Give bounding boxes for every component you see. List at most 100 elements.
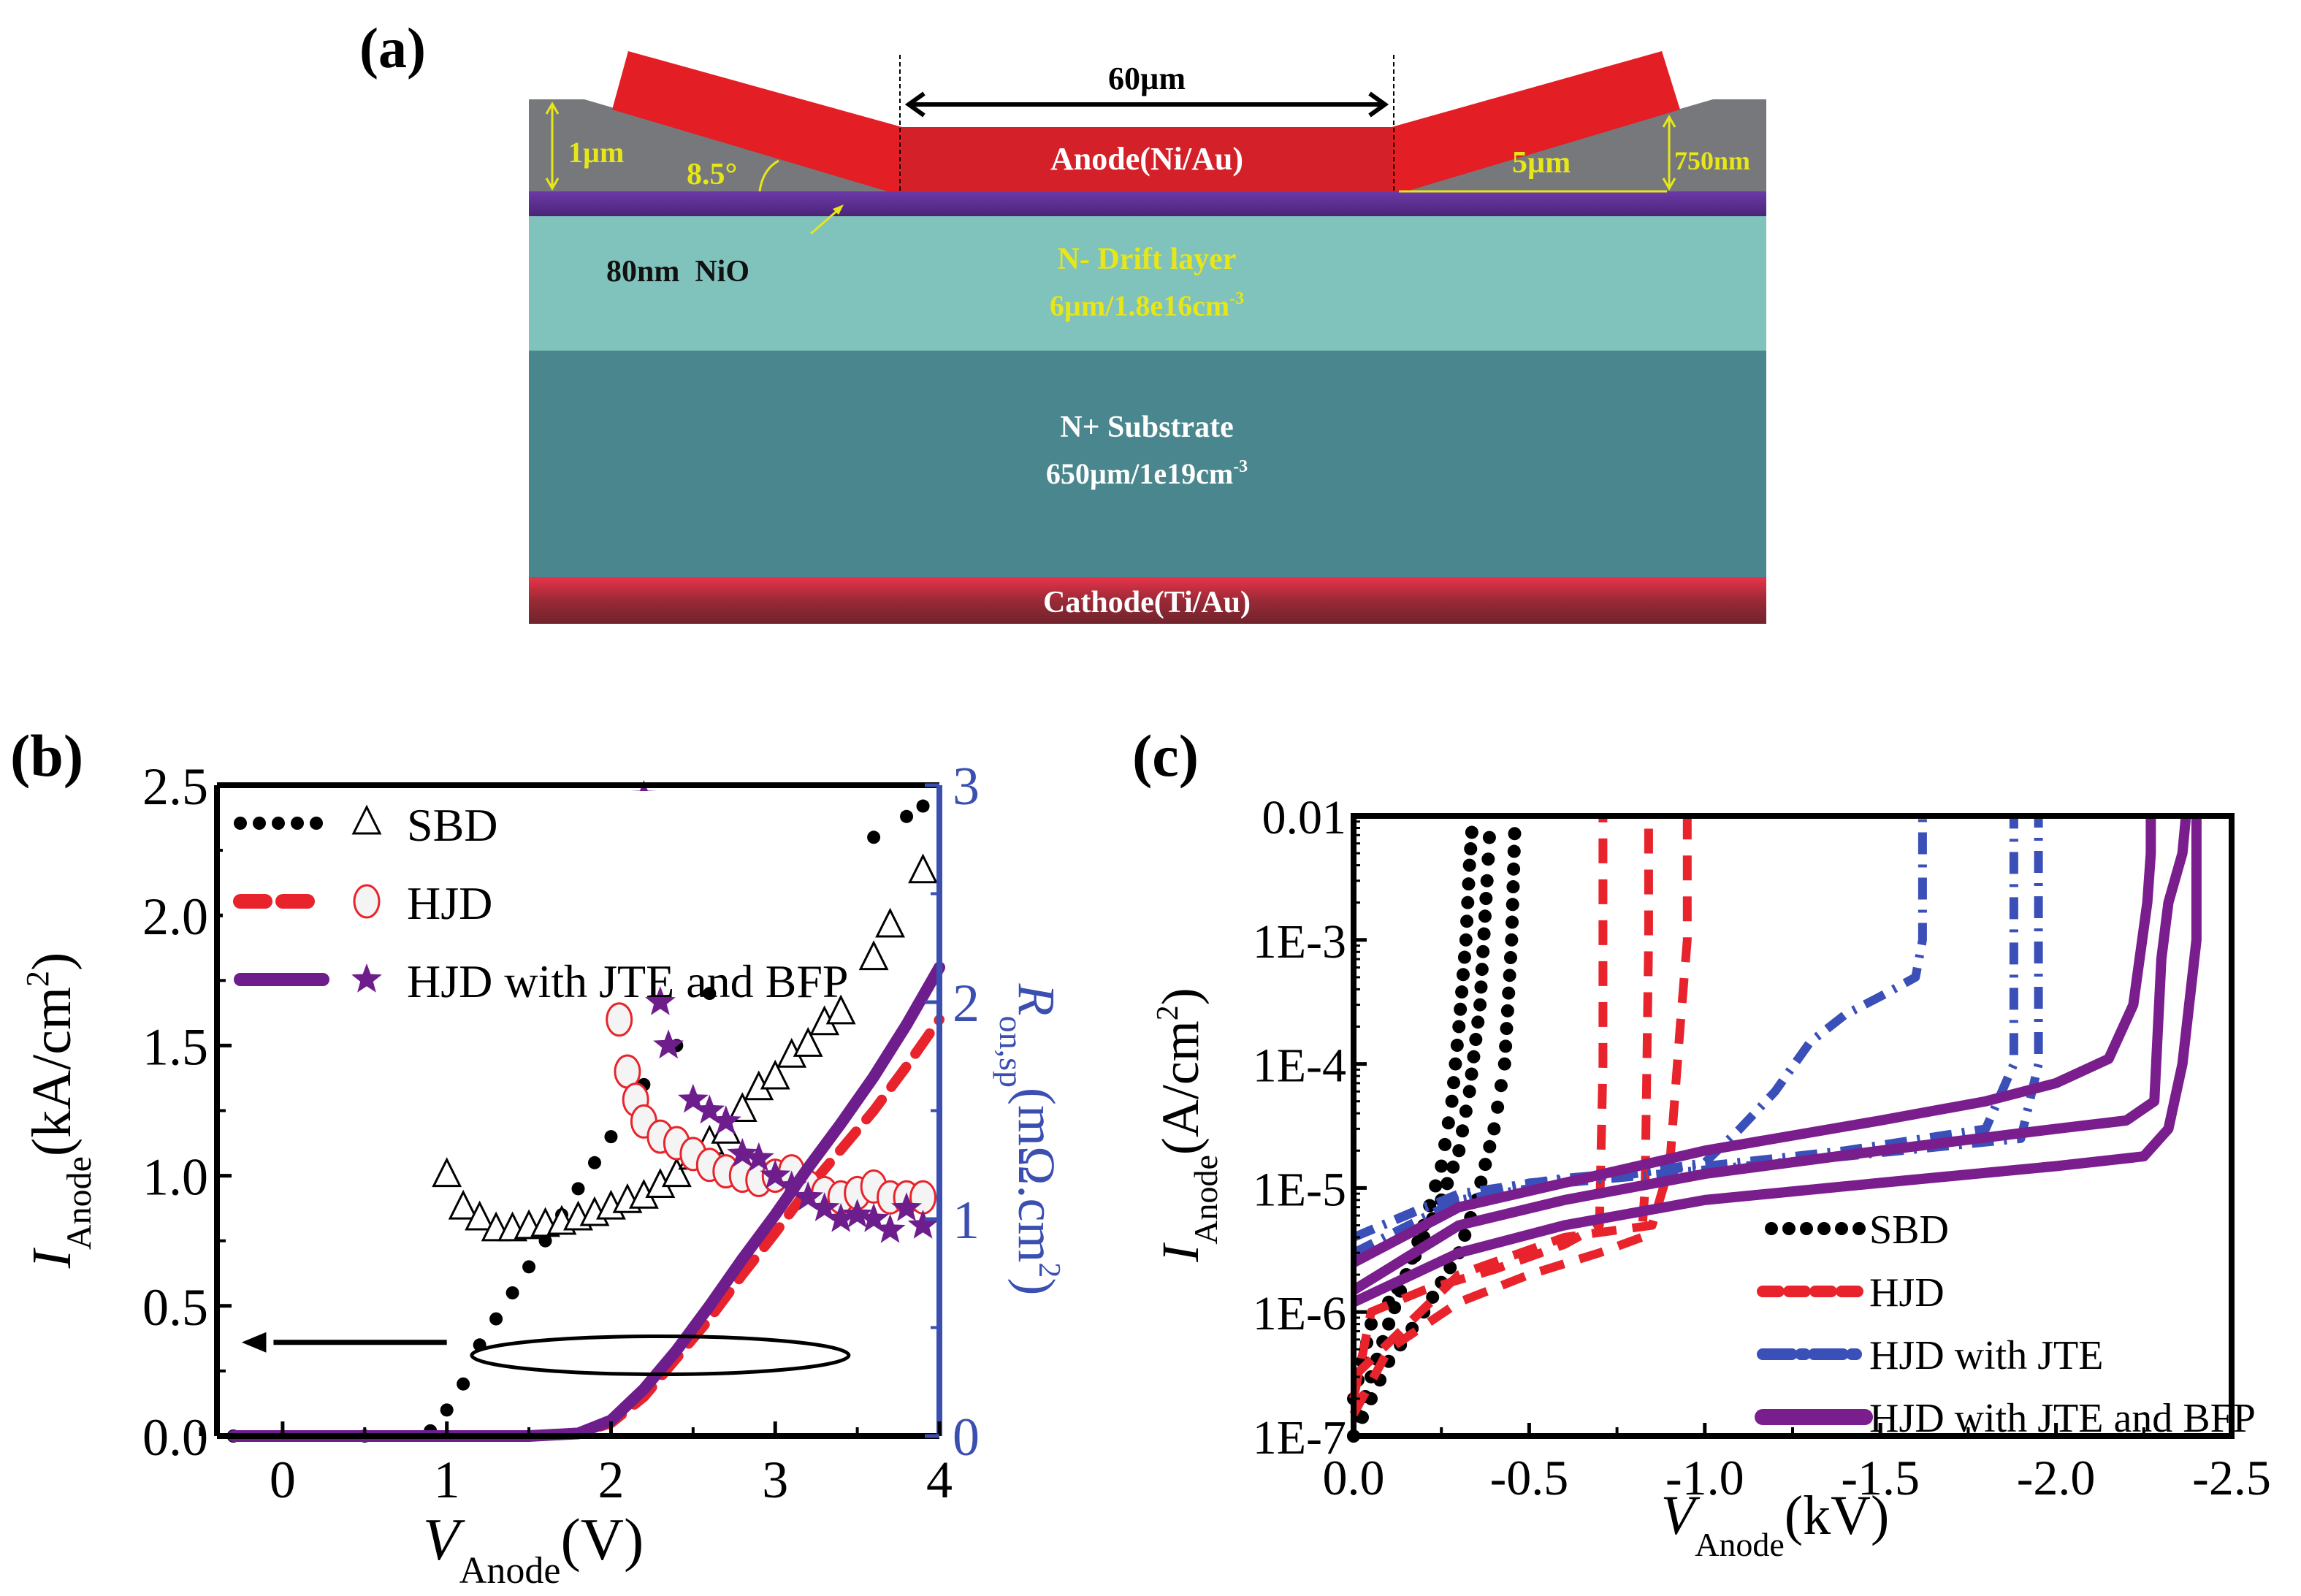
chart-b-point-sbd-current: [587, 1156, 601, 1169]
chart-b-point-sbd-current: [736, 947, 749, 961]
chart-b-legend-label: HJD: [407, 877, 492, 929]
chart-b-y2tick-label: 2: [953, 974, 980, 1034]
chart-b-marker-triangle: [776, 1037, 807, 1068]
legend-line-sample: [291, 817, 304, 830]
chart-c-point-sbd: [1351, 1373, 1365, 1387]
chart-c-point-sbd: [1467, 1050, 1481, 1064]
chart-b-y2tick-label: 1: [953, 1191, 980, 1251]
chart-b-ylabel: IAnode(kA/cm2): [20, 952, 99, 1269]
chart-b-marker-triangle: [858, 940, 889, 971]
chart-c-xlabel: VAnode(kV): [1661, 1485, 1890, 1563]
chart-c-point-sbd: [1347, 1429, 1360, 1443]
anode-left-wing: [612, 51, 902, 191]
chart-c-point-sbd: [1426, 1212, 1440, 1226]
chart-b-marker-triangle: [497, 1211, 528, 1242]
chart-b-marker-triangle: [465, 1200, 495, 1231]
chart-c-ytick-label: 1E-5: [1253, 1163, 1346, 1216]
legend-line-sample: [253, 817, 266, 830]
chart-b-marker-star: [677, 1083, 709, 1113]
chart-b-marker-star: [874, 1213, 906, 1243]
chart-c-line-hjd-with-jte: [1351, 816, 1927, 1242]
chart-b-marker-star: [760, 1159, 791, 1189]
chart-c-point-sbd: [1382, 1354, 1396, 1368]
jte-length-label: 5µm: [1512, 146, 1571, 180]
chart-b-marker-triangle: [875, 907, 905, 938]
chart-b-marker-triangle: [809, 1005, 840, 1036]
panel-label-b: (b): [10, 722, 83, 789]
chart-b-xtick-label: 2: [598, 1451, 624, 1509]
chart-c-line-hjd-with-jte-and-bfp: [1351, 815, 2191, 1295]
angle-arc: [758, 159, 779, 192]
chart-b-point-sbd-current: [522, 1260, 536, 1274]
chart-c-legend-label: HJD: [1869, 1270, 1945, 1316]
chart-b-plot-area: [226, 779, 945, 1443]
chart-c-point-sbd: [1449, 1057, 1462, 1071]
chart-c-point-sbd: [1506, 898, 1519, 912]
depth-arrow-head-bottom: [545, 177, 560, 191]
chart-b-marker-triangle: [563, 1200, 593, 1231]
chart-b-marker-star: [710, 1105, 741, 1135]
chart-b-marker-star: [891, 1192, 922, 1221]
panel-label-c: (c): [1132, 722, 1199, 789]
chart-c-point-sbd: [1447, 1076, 1461, 1090]
chart-b-marker-circle: [589, 887, 617, 922]
chart-b-marker-triangle: [432, 1157, 462, 1188]
chart-c-point-sbd: [1443, 1261, 1457, 1275]
legend-line-sample: [272, 817, 285, 830]
chart-c-xtick-label: -1.5: [1841, 1450, 1920, 1505]
width-arrow-head-left: [904, 91, 926, 118]
chart-b-xtick-label: 3: [762, 1451, 788, 1509]
chart-c-point-sbd: [1458, 1229, 1472, 1242]
nio-pointer-arrow-head: [833, 205, 844, 215]
chart-c-line-hjd-with-jte-and-bfp: [1351, 816, 2202, 1307]
depth-label: 1µm: [568, 136, 624, 169]
chart-c-point-sbd: [1426, 1290, 1440, 1304]
chart-c-point-sbd: [1500, 1022, 1514, 1036]
chart-b-ytick-label: 2.0: [142, 887, 208, 946]
chart-b-marker-triangle: [661, 1157, 692, 1188]
chart-c-point-sbd: [1356, 1410, 1370, 1424]
chart-b-y2label: Ron,sp(mΩ.cm2): [993, 983, 1066, 1296]
chart-c-point-sbd: [1507, 844, 1521, 858]
chart-c-point-sbd: [1481, 852, 1495, 866]
chart-c-point-sbd: [1452, 1246, 1466, 1260]
chart-b-point-sbd-current: [555, 1208, 569, 1222]
nio-layer: [529, 191, 1766, 216]
chart-c-point-sbd: [1438, 1137, 1452, 1151]
chart-b-marker-star: [653, 1029, 684, 1059]
chart-b-marker-star: [776, 1170, 807, 1200]
chart-c-point-sbd: [1470, 1193, 1484, 1207]
chart-c-legend-item: HJD: [1757, 1270, 1945, 1316]
chart-b-marker-star: [645, 986, 676, 1015]
legend-line-sample: [1800, 1222, 1813, 1235]
chart-c-point-sbd: [1373, 1373, 1387, 1387]
chart-b-marker-star: [793, 1181, 824, 1211]
chart-b-marker-triangle: [645, 1168, 676, 1198]
chart-b-marker-circle: [728, 1158, 756, 1194]
chart-b-marker-circle: [622, 1083, 649, 1118]
chart-b-y2tick-label: 3: [953, 757, 980, 817]
chart-c-point-sbd: [1473, 998, 1487, 1012]
chart-c-legend-label: HJD with JTE and BFP: [1869, 1396, 2256, 1441]
legend-line-sample: [1852, 1222, 1866, 1235]
chart-b-marker-circle: [860, 1169, 888, 1204]
chart-b-point-sbd-current: [670, 1039, 684, 1053]
chart-b-marker-circle: [761, 1158, 789, 1194]
chart-c-point-sbd: [1411, 1235, 1425, 1249]
chart-b-marker-star: [628, 779, 660, 809]
chart-c-legend-label: SBD: [1869, 1207, 1949, 1253]
chart-c-point-sbd: [1347, 1429, 1360, 1443]
chart-c-ytick-label: 1E-7: [1253, 1411, 1346, 1465]
anode-label: Anode(Ni/Au): [1050, 141, 1243, 177]
chart-b-legend-item: HJD with JTE and BFP: [234, 955, 849, 1007]
chart-c-point-sbd: [1482, 831, 1496, 844]
chart-c-point-sbd: [1455, 985, 1469, 999]
chart-c-point-sbd: [1503, 951, 1517, 965]
chart-c-point-sbd: [1440, 1177, 1454, 1191]
chart-c-point-sbd: [1507, 862, 1521, 876]
chart-c-point-sbd: [1359, 1389, 1373, 1403]
chart-c-legend-item: HJD with JTE: [1757, 1333, 2103, 1378]
chart-c-point-sbd: [1405, 1321, 1419, 1335]
drift-label-line1: N- Drift layer: [1058, 243, 1237, 276]
chart-b-marker-circle: [877, 1180, 904, 1215]
